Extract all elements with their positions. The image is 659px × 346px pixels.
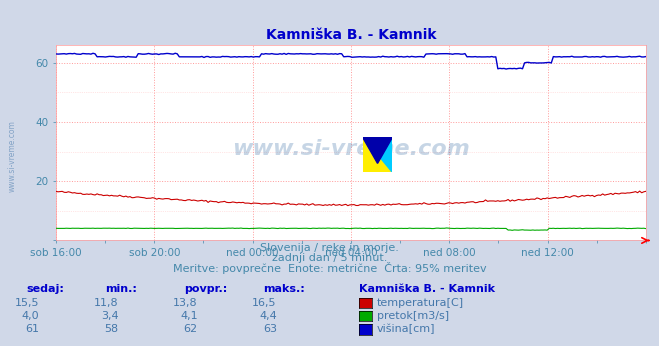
Text: 63: 63 [263,324,277,334]
Text: Meritve: povprečne  Enote: metrične  Črta: 95% meritev: Meritve: povprečne Enote: metrične Črta:… [173,262,486,274]
Polygon shape [362,137,392,163]
Polygon shape [362,137,392,172]
Text: Slovenija / reke in morje.: Slovenija / reke in morje. [260,243,399,253]
Text: Kamniška B. - Kamnik: Kamniška B. - Kamnik [359,284,495,294]
Text: 62: 62 [184,324,198,334]
Text: zadnji dan / 5 minut.: zadnji dan / 5 minut. [272,253,387,263]
Text: 11,8: 11,8 [94,298,119,308]
Title: Kamniška B. - Kamnik: Kamniška B. - Kamnik [266,28,436,43]
Text: maks.:: maks.: [264,284,305,294]
Text: www.si-vreme.com: www.si-vreme.com [232,139,470,158]
Text: min.:: min.: [105,284,137,294]
Text: 16,5: 16,5 [252,298,277,308]
Text: pretok[m3/s]: pretok[m3/s] [377,311,449,321]
Polygon shape [362,137,392,172]
Text: 58: 58 [105,324,119,334]
Text: 3,4: 3,4 [101,311,119,321]
Text: sedaj:: sedaj: [26,284,64,294]
Text: 15,5: 15,5 [15,298,40,308]
Text: 4,4: 4,4 [259,311,277,321]
Text: 4,0: 4,0 [22,311,40,321]
Text: 13,8: 13,8 [173,298,198,308]
Text: 61: 61 [26,324,40,334]
Text: www.si-vreme.com: www.si-vreme.com [8,120,17,192]
Text: višina[cm]: višina[cm] [377,324,436,334]
Text: povpr.:: povpr.: [185,284,228,294]
Text: 4,1: 4,1 [180,311,198,321]
Text: temperatura[C]: temperatura[C] [377,298,464,308]
